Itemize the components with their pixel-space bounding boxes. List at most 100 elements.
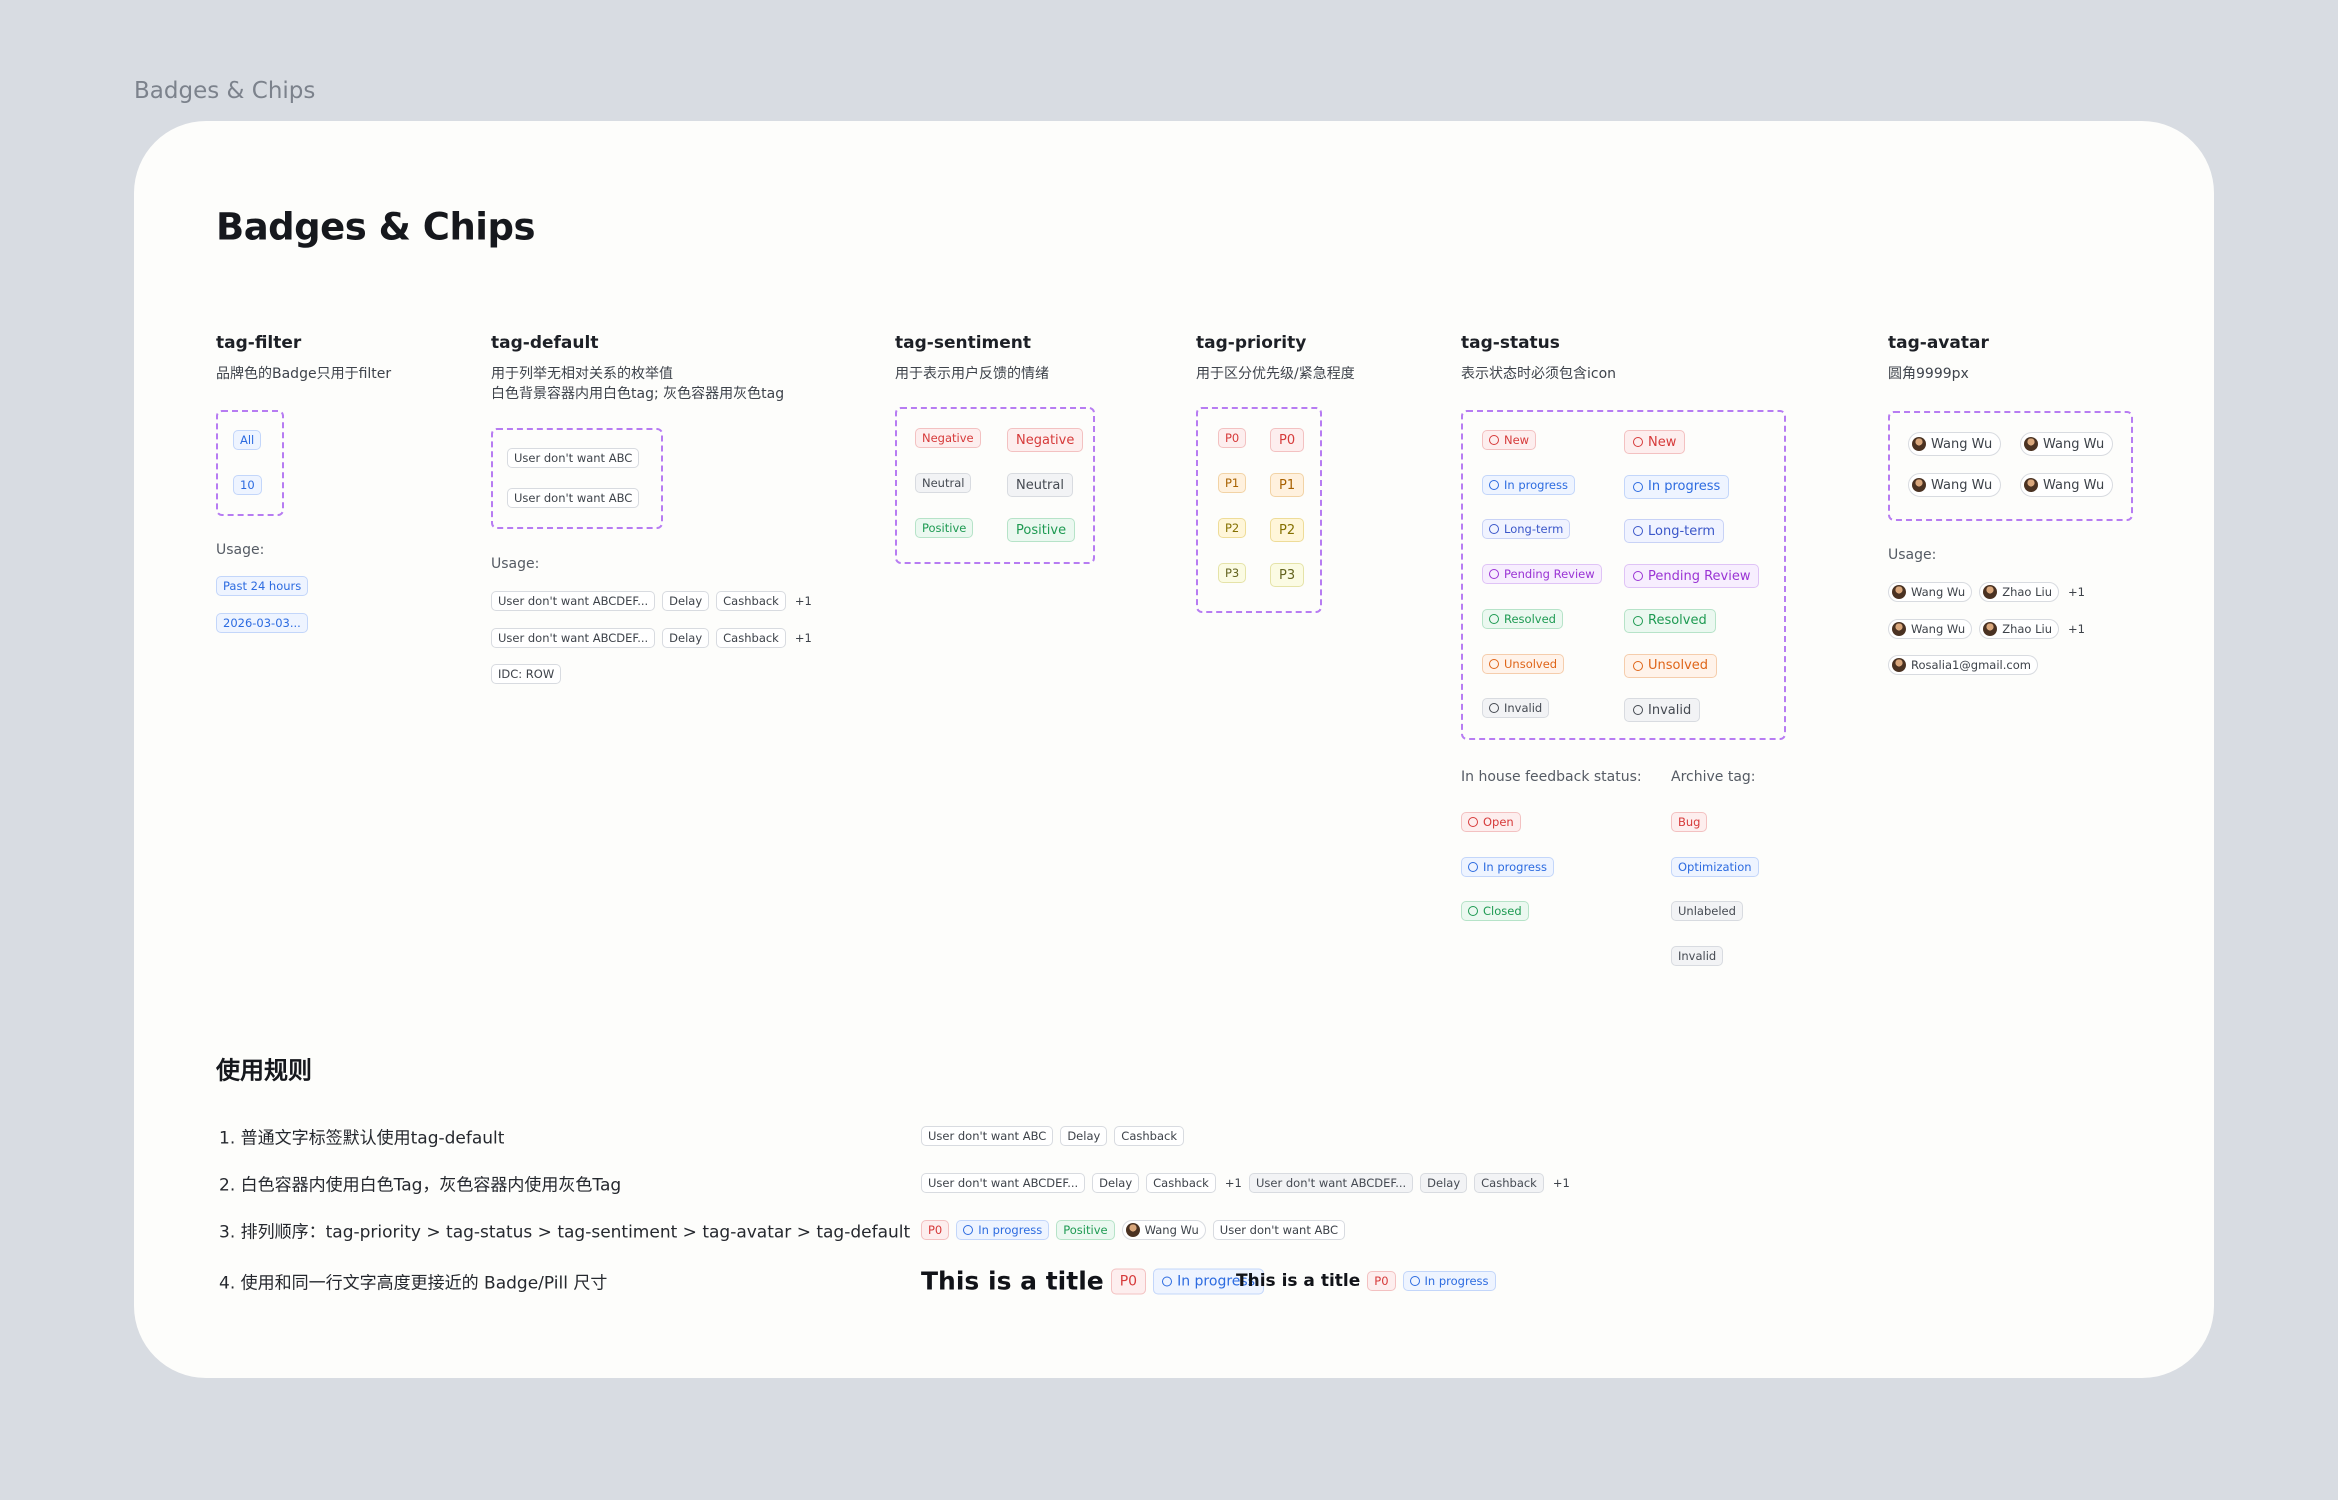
tag-row: Wang Wu xyxy=(1908,432,2002,456)
status-icon xyxy=(1633,615,1643,626)
tag: New xyxy=(1624,430,1686,454)
status-icon xyxy=(1489,703,1499,714)
tag-label: Long-term xyxy=(1504,522,1564,537)
tag-label: +1 xyxy=(1552,1176,1570,1190)
tag-label: Positive xyxy=(1063,1223,1108,1237)
tag: 10 xyxy=(233,475,262,495)
status-icon xyxy=(1468,817,1478,827)
status-icon xyxy=(963,1225,974,1235)
tag: Invalid xyxy=(1624,698,1701,723)
tag: In progress xyxy=(1402,1271,1496,1291)
section-description: 用于列举无相对关系的枚举值 xyxy=(491,366,673,382)
tag: Open xyxy=(1461,812,1521,832)
tag-row: Past 24 hours xyxy=(216,576,309,596)
tag-label: Cashback xyxy=(1121,1129,1177,1143)
page-label: Badges & Chips xyxy=(134,78,316,104)
tag: IDC: ROW xyxy=(491,664,562,684)
example-frame xyxy=(216,410,284,516)
tag-label: 10 xyxy=(240,478,255,492)
tag-label: Rosalia1@gmail.com xyxy=(1911,658,2031,672)
tag-row: 10 xyxy=(233,475,262,495)
tag: Past 24 hours xyxy=(216,576,309,596)
tag-row: P0 xyxy=(1218,428,1247,448)
tag: User don't want ABCDEF... xyxy=(921,1173,1086,1193)
tag-label: Cashback xyxy=(1481,1176,1537,1190)
section-title: tag-filter xyxy=(216,333,302,353)
rule-item: 4. 使用和同一行文字高度更接近的 Badge/Pill 尺寸 xyxy=(219,1273,608,1294)
tag-label: User don't want ABC xyxy=(514,491,633,505)
tag: P3 xyxy=(1218,563,1247,583)
tag: Wang Wu xyxy=(1121,1220,1206,1240)
tag-row: P1 xyxy=(1270,473,1305,497)
rule-item: 3. 排列顺序：tag-priority > tag-status > tag-… xyxy=(219,1222,911,1243)
tag: Optimization xyxy=(1671,856,1759,877)
tag-row: Pending Review xyxy=(1482,564,1602,585)
avatar xyxy=(1125,1223,1140,1237)
status-icon xyxy=(1489,524,1499,535)
tag-label: Resolved xyxy=(1648,613,1707,629)
tag-row: Optimization xyxy=(1671,856,1759,877)
tag-label: Delay xyxy=(1099,1176,1133,1190)
tag-row: P2 xyxy=(1218,518,1247,538)
tag: Wang Wu xyxy=(1908,473,2002,497)
tag-label: User don't want ABC xyxy=(514,451,633,465)
section-description: 圆角9999px xyxy=(1888,366,1969,382)
tag-label: Wang Wu xyxy=(1931,436,1993,452)
tag-label: In progress xyxy=(1177,1273,1255,1289)
tag-label: Wang Wu xyxy=(1911,621,1966,636)
example-frame xyxy=(1196,407,1322,613)
tag: User don't want ABCDEF... xyxy=(1249,1173,1414,1193)
tag-row: In progress xyxy=(1461,856,1554,877)
tag: Cashback xyxy=(716,591,786,611)
tag-label: Delay xyxy=(1427,1176,1461,1190)
tag-row: Neutral xyxy=(915,473,972,493)
tag-label: Cashback xyxy=(1153,1176,1209,1190)
section-title: tag-priority xyxy=(1196,333,1307,353)
tag: In progress xyxy=(1461,856,1554,877)
usage-label: Usage: xyxy=(1888,547,1937,563)
tag: Wang Wu xyxy=(1908,432,2002,456)
section-title: tag-avatar xyxy=(1888,333,1989,353)
section-description: 用于表示用户反馈的情绪 xyxy=(895,366,1049,382)
tag: In progress xyxy=(956,1220,1050,1240)
tag-row: Negative xyxy=(915,428,981,448)
status-icon xyxy=(1489,613,1499,624)
tag-label: Neutral xyxy=(922,476,965,490)
tag-row: Rosalia1@gmail.com xyxy=(1888,655,2038,675)
tag-label: Neutral xyxy=(1016,477,1064,493)
more-count: +1 xyxy=(2066,619,2087,639)
tag: Wang Wu xyxy=(2020,473,2114,497)
section-title: tag-status xyxy=(1461,333,1560,353)
tag-label: User don't want ABC xyxy=(928,1129,1047,1143)
tag-row: P1 xyxy=(1218,473,1247,493)
tag-row: Unsolved xyxy=(1624,653,1718,678)
tag-label: In progress xyxy=(1504,477,1568,492)
tag: New xyxy=(1482,430,1537,450)
tag-label: Invalid xyxy=(1648,702,1692,718)
avatar xyxy=(1983,585,1998,599)
inline-title: This is a title xyxy=(921,1267,1104,1296)
tag-label: Delay xyxy=(669,594,703,608)
section-title: tag-sentiment xyxy=(895,333,1031,353)
tag-label: Pending Review xyxy=(1648,568,1751,584)
tag-row: Wang Wu Zhao Liu +1 xyxy=(1888,582,2087,602)
tag-row: P0 In progress Positive Wang Wu User don't w… xyxy=(921,1220,1346,1240)
tag-label: In progress xyxy=(1648,479,1721,495)
tag-label: +1 xyxy=(2067,585,2085,599)
status-icon xyxy=(1633,526,1643,537)
tag: In progress xyxy=(1153,1268,1264,1294)
tag: Positive xyxy=(1007,518,1076,542)
status-icon xyxy=(1468,861,1478,872)
tag-row: Unlabeled xyxy=(1671,901,1743,922)
tag-row: Wang Wu xyxy=(2020,432,2114,456)
tag-label: Past 24 hours xyxy=(223,579,302,593)
tag: P0 xyxy=(1218,428,1247,448)
tag-row: P2 xyxy=(1270,518,1305,542)
tag: Zhao Liu xyxy=(1979,618,2059,639)
tag: User don't want ABC xyxy=(507,448,640,468)
tag-row: P0 xyxy=(1270,428,1305,452)
example-frame xyxy=(895,407,1095,564)
tag-row: Positive xyxy=(915,518,974,538)
tag: User don't want ABCDEF... xyxy=(491,627,656,648)
tag: P2 xyxy=(1218,518,1247,538)
